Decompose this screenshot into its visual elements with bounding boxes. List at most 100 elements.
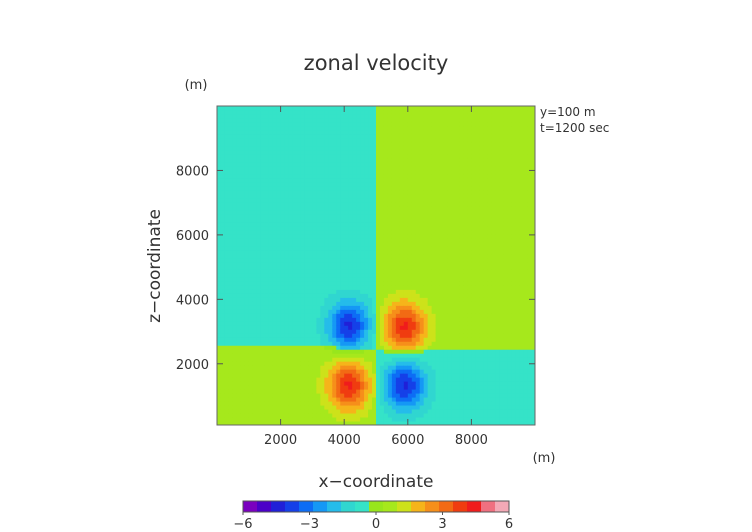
field-cell bbox=[348, 233, 353, 239]
field-cell bbox=[387, 157, 393, 163]
field-cell bbox=[280, 169, 286, 175]
field-cell bbox=[276, 221, 282, 227]
field-cell bbox=[292, 201, 297, 207]
field-cell bbox=[328, 337, 333, 342]
field-cell bbox=[395, 149, 401, 155]
field-cell bbox=[240, 129, 246, 135]
field-cell bbox=[276, 213, 282, 219]
field-cell bbox=[340, 405, 345, 410]
field-cell bbox=[427, 337, 433, 342]
field-cell bbox=[268, 401, 274, 406]
field-cell bbox=[260, 417, 266, 422]
field-cell bbox=[244, 237, 250, 243]
field-cell bbox=[376, 233, 381, 239]
field-cell bbox=[320, 329, 325, 334]
field-cell bbox=[407, 173, 413, 179]
field-cell bbox=[427, 373, 433, 378]
field-cell bbox=[264, 185, 270, 191]
field-cell bbox=[399, 117, 405, 123]
field-cell bbox=[328, 293, 333, 298]
field-cell bbox=[240, 285, 246, 290]
field-cell bbox=[415, 297, 421, 302]
field-cell bbox=[419, 313, 425, 318]
field-cell bbox=[232, 249, 238, 255]
field-cell bbox=[439, 181, 445, 187]
field-cell bbox=[336, 269, 341, 274]
field-cell bbox=[376, 341, 381, 346]
field-cell bbox=[344, 161, 349, 167]
field-cell bbox=[248, 325, 254, 330]
field-cell bbox=[391, 353, 397, 358]
field-cell bbox=[252, 337, 258, 342]
field-cell bbox=[387, 413, 393, 418]
field-cell bbox=[415, 249, 421, 255]
field-cell bbox=[352, 321, 357, 326]
field-cell bbox=[423, 329, 429, 334]
field-cell bbox=[391, 409, 397, 414]
field-cell bbox=[308, 349, 313, 354]
field-cell bbox=[324, 257, 329, 263]
field-cell bbox=[320, 281, 325, 286]
field-cell bbox=[300, 149, 305, 155]
field-cell bbox=[320, 325, 325, 330]
field-cell bbox=[316, 285, 321, 290]
field-cell bbox=[348, 401, 353, 406]
field-cell bbox=[248, 221, 254, 227]
field-cell bbox=[272, 181, 278, 187]
field-cell bbox=[288, 289, 294, 294]
field-cell bbox=[451, 293, 456, 298]
field-cell bbox=[244, 277, 250, 282]
field-cell bbox=[407, 305, 413, 310]
field-cell bbox=[423, 301, 429, 306]
field-cell bbox=[244, 317, 250, 322]
field-cell bbox=[376, 405, 381, 410]
field-cell bbox=[268, 109, 274, 115]
field-cell bbox=[455, 401, 460, 406]
field-cell bbox=[336, 301, 341, 306]
field-cell bbox=[364, 333, 369, 338]
field-cell bbox=[220, 393, 226, 398]
field-cell bbox=[439, 421, 445, 426]
field-cell bbox=[379, 357, 385, 362]
field-cell bbox=[459, 193, 464, 199]
field-cell bbox=[224, 257, 230, 263]
field-cell bbox=[387, 193, 393, 199]
field-cell bbox=[296, 193, 301, 199]
field-cell bbox=[336, 157, 341, 163]
field-cell bbox=[320, 393, 325, 398]
field-cell bbox=[360, 349, 365, 354]
field-cell bbox=[344, 417, 349, 422]
field-cell bbox=[459, 277, 464, 282]
field-cell bbox=[395, 417, 401, 422]
field-cell bbox=[395, 213, 401, 219]
field-cell bbox=[447, 121, 453, 127]
field-cell bbox=[356, 413, 361, 418]
field-cell bbox=[236, 325, 242, 330]
field-cell bbox=[240, 417, 246, 422]
field-cell bbox=[248, 349, 254, 354]
field-cell bbox=[391, 257, 397, 263]
field-cell bbox=[368, 381, 373, 386]
field-cell bbox=[292, 317, 297, 322]
field-cell bbox=[220, 361, 226, 366]
field-cell bbox=[300, 389, 305, 394]
field-cell bbox=[280, 173, 286, 179]
field-cell bbox=[431, 141, 437, 147]
field-cell bbox=[324, 405, 329, 410]
field-cell bbox=[403, 217, 409, 223]
field-cell bbox=[252, 201, 258, 207]
field-cell bbox=[391, 417, 397, 422]
field-cell bbox=[312, 213, 317, 219]
field-cell bbox=[419, 257, 425, 263]
field-cell bbox=[316, 393, 321, 398]
field-cell bbox=[236, 217, 242, 223]
field-cell bbox=[244, 173, 250, 179]
field-cell bbox=[439, 245, 445, 251]
field-cell bbox=[217, 106, 222, 111]
field-cell bbox=[379, 185, 385, 191]
field-cell bbox=[399, 297, 405, 302]
field-cell bbox=[316, 257, 321, 263]
field-cell bbox=[435, 373, 441, 378]
field-cell bbox=[447, 197, 453, 203]
field-cell bbox=[308, 173, 313, 179]
